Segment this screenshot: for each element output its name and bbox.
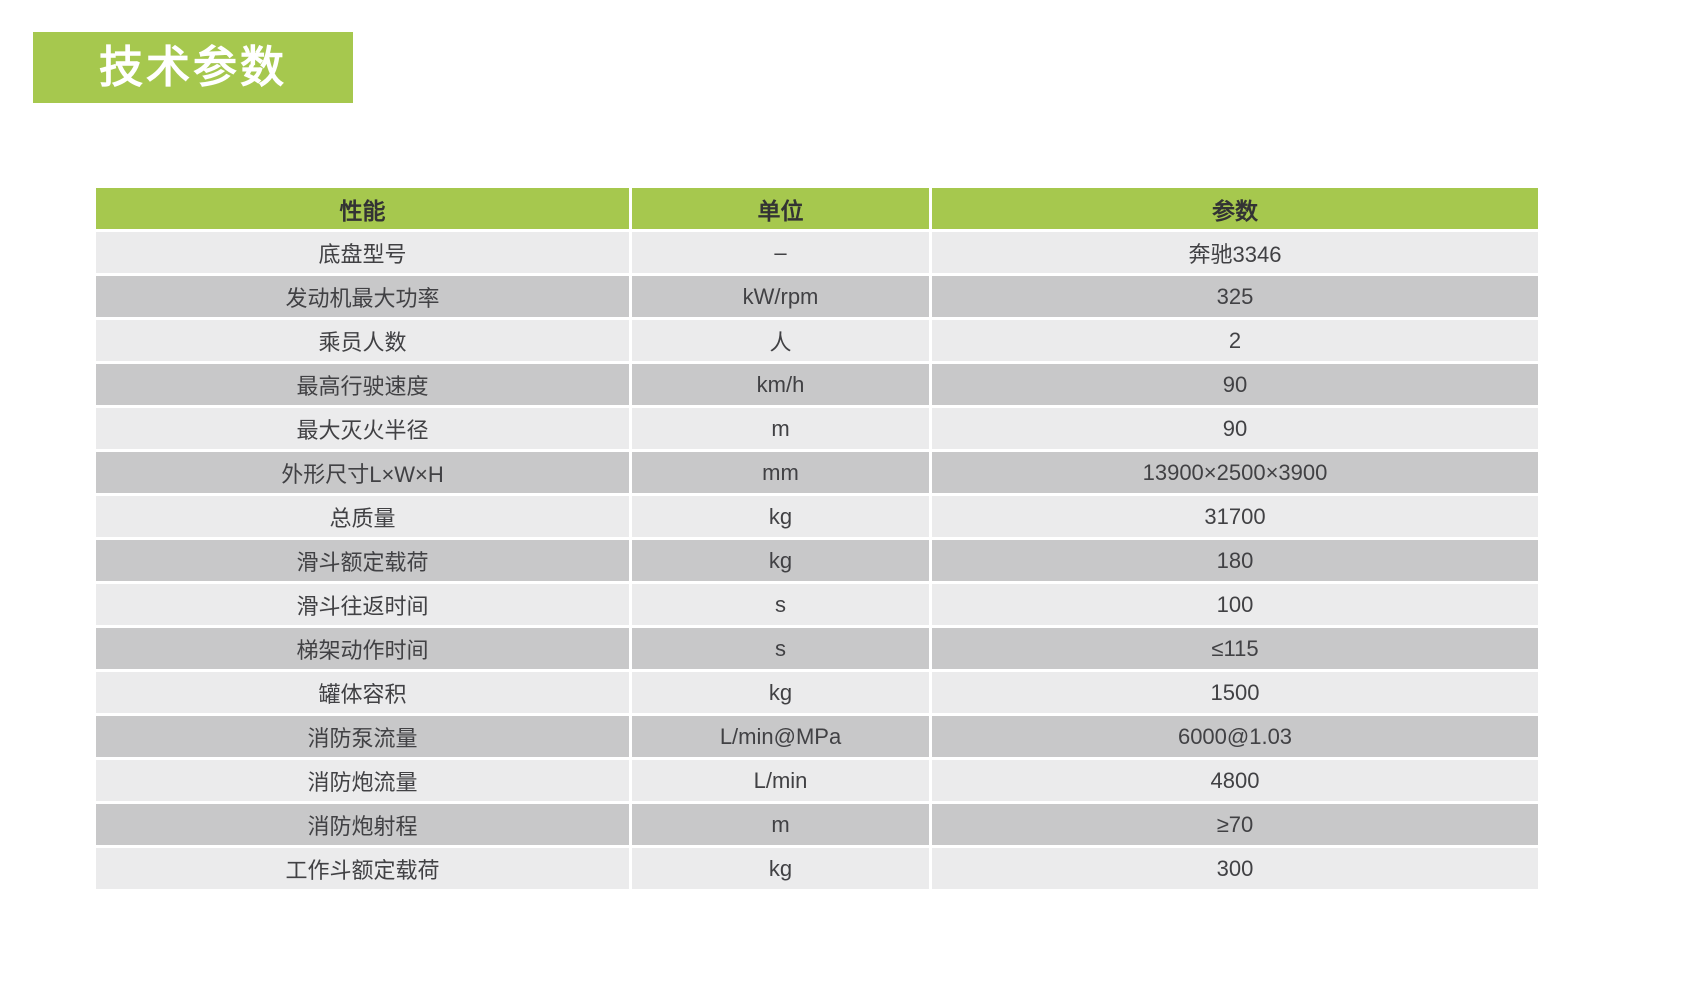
- specs-table-body: 底盘型号 – 奔驰3346 发动机最大功率 kW/rpm 325 乘员人数人 2 最高行驶速度 k…: [93, 229, 1541, 892]
- spec-unit-cell: mm: [629, 449, 932, 496]
- spec-name-cell: 发动机最大功率: [93, 273, 632, 320]
- spec-name-cell: 工作斗额定载荷: [93, 845, 632, 892]
- table-row: 最高行驶速度 km/h 90: [93, 361, 1541, 408]
- spec-name-cell: 最大灭火半径: [93, 405, 632, 452]
- spec-name-cell: 滑斗往返时间: [93, 581, 632, 628]
- spec-unit-cell: kg: [629, 537, 932, 584]
- spec-unit-cell: kW/rpm: [629, 273, 932, 320]
- spec-unit-cell: s: [629, 581, 932, 628]
- table-row: 消防炮流量 L/min 4800: [93, 757, 1541, 804]
- section-title-banner: 技术参数: [33, 32, 353, 103]
- spec-value-cell: 13900×2500×3900: [929, 449, 1541, 496]
- spec-value-cell: 2: [929, 317, 1541, 364]
- spec-unit-cell: kg: [629, 493, 932, 540]
- spec-value-cell: 4800: [929, 757, 1541, 804]
- spec-unit-cell: 人: [629, 317, 932, 364]
- spec-value-cell: 180: [929, 537, 1541, 584]
- table-row: 消防炮射程 m ≥70: [93, 801, 1541, 848]
- spec-name-cell: 最高行驶速度: [93, 361, 632, 408]
- specs-table: 性能 单位 参数 底盘型号 – 奔驰3346 发动机最大功率 kW/rpm 325 乘员人数…: [93, 185, 1541, 892]
- spec-value-cell: 奔驰3346: [929, 229, 1541, 276]
- spec-name-cell: 总质量: [93, 493, 632, 540]
- table-row: 发动机最大功率 kW/rpm 325: [93, 273, 1541, 320]
- spec-value-cell: ≤115: [929, 625, 1541, 672]
- spec-name-cell: 梯架动作时间: [93, 625, 632, 672]
- spec-unit-cell: –: [629, 229, 932, 276]
- spec-unit-cell: kg: [629, 845, 932, 892]
- table-row: 最大灭火半径 m 90: [93, 405, 1541, 452]
- spec-value-cell: ≥70: [929, 801, 1541, 848]
- spec-unit-cell: L/min: [629, 757, 932, 804]
- table-row: 外形尺寸L×W×H mm 13900×2500×3900: [93, 449, 1541, 496]
- spec-unit-cell: kg: [629, 669, 932, 716]
- specs-table-header: 性能 单位 参数: [93, 185, 1541, 232]
- spec-value-cell: 100: [929, 581, 1541, 628]
- spec-unit-cell: s: [629, 625, 932, 672]
- column-header-unit: 单位: [629, 185, 932, 232]
- spec-unit-cell: m: [629, 801, 932, 848]
- column-header-parameter: 参数: [929, 185, 1541, 232]
- spec-name-cell: 罐体容积: [93, 669, 632, 716]
- spec-value-cell: 90: [929, 405, 1541, 452]
- column-header-performance: 性能: [93, 185, 632, 232]
- spec-name-cell: 滑斗额定载荷: [93, 537, 632, 584]
- table-row: 乘员人数人 2: [93, 317, 1541, 364]
- spec-name-cell: 乘员人数: [93, 317, 632, 364]
- table-row: 消防泵流量 L/min@MPa 6000@1.03: [93, 713, 1541, 760]
- spec-name-cell: 消防炮射程: [93, 801, 632, 848]
- spec-name-cell: 外形尺寸L×W×H: [93, 449, 632, 496]
- spec-name-cell: 底盘型号: [93, 229, 632, 276]
- spec-unit-cell: L/min@MPa: [629, 713, 932, 760]
- spec-name-cell: 消防炮流量: [93, 757, 632, 804]
- spec-value-cell: 325: [929, 273, 1541, 320]
- spec-unit-cell: m: [629, 405, 932, 452]
- spec-value-cell: 31700: [929, 493, 1541, 540]
- table-row: 罐体容积 kg 1500: [93, 669, 1541, 716]
- table-row: 总质量 kg 31700: [93, 493, 1541, 540]
- section-title: 技术参数: [99, 42, 287, 92]
- spec-value-cell: 90: [929, 361, 1541, 408]
- spec-name-cell: 消防泵流量: [93, 713, 632, 760]
- table-row: 梯架动作时间 s ≤115: [93, 625, 1541, 672]
- table-row: 底盘型号 – 奔驰3346: [93, 229, 1541, 276]
- spec-value-cell: 300: [929, 845, 1541, 892]
- table-row: 工作斗额定载荷 kg 300: [93, 845, 1541, 892]
- header-row: 性能 单位 参数: [93, 185, 1541, 232]
- spec-value-cell: 6000@1.03: [929, 713, 1541, 760]
- table-row: 滑斗往返时间 s 100: [93, 581, 1541, 628]
- spec-value-cell: 1500: [929, 669, 1541, 716]
- table-row: 滑斗额定载荷 kg 180: [93, 537, 1541, 584]
- spec-unit-cell: km/h: [629, 361, 932, 408]
